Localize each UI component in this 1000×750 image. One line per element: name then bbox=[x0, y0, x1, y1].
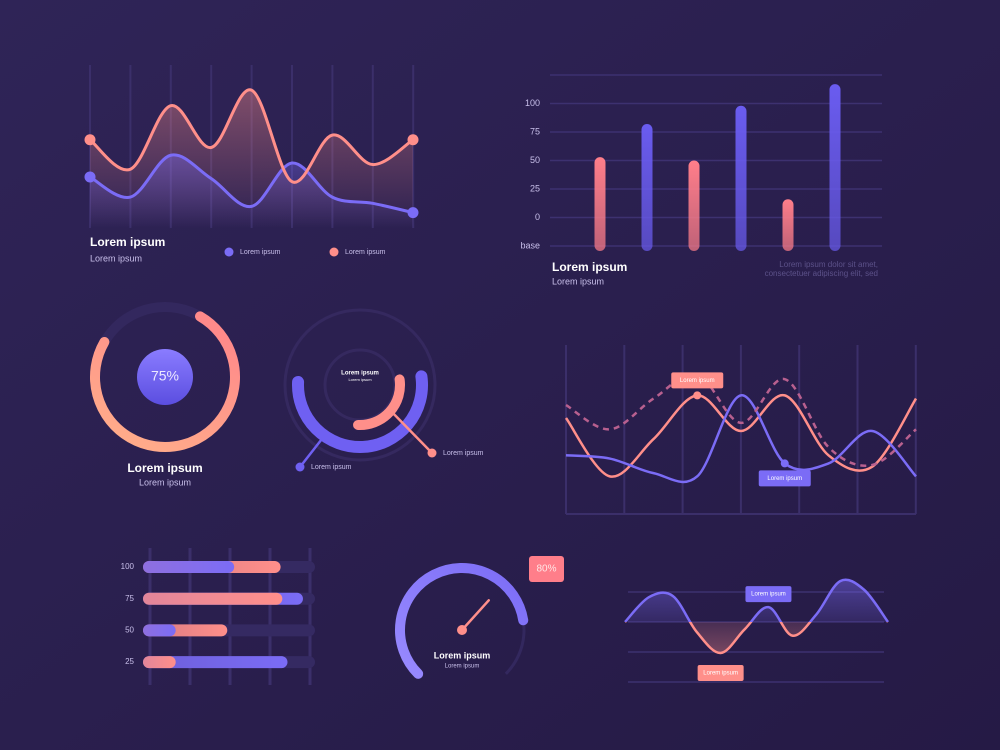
needle-hub bbox=[457, 625, 467, 635]
legend-dot bbox=[224, 247, 234, 257]
bar bbox=[594, 157, 606, 251]
line bbox=[89, 153, 414, 215]
progress-bar bbox=[143, 624, 176, 637]
row-label: 75 bbox=[125, 594, 134, 603]
callout-label: Lorem ipsum bbox=[751, 592, 786, 598]
bar bbox=[688, 160, 700, 251]
callout-box bbox=[758, 470, 811, 487]
chart-title: Lorem ipsum bbox=[90, 235, 165, 249]
y-tick-label: 25 bbox=[530, 183, 540, 193]
bar bbox=[829, 84, 841, 252]
needle bbox=[460, 599, 491, 632]
bar bbox=[641, 124, 653, 251]
callout-pointer bbox=[716, 665, 725, 669]
chart-title: Lorem ipsum bbox=[552, 260, 627, 274]
chart-subtitle: Lorem ipsum bbox=[445, 664, 480, 670]
row-label: 50 bbox=[125, 626, 134, 635]
value-label: 75% bbox=[151, 368, 179, 384]
row-label: 100 bbox=[121, 562, 135, 571]
annotation: consectetuer adipiscing elit, sed bbox=[765, 269, 878, 278]
y-tick-label: base bbox=[520, 240, 540, 250]
callout-pointer bbox=[764, 598, 773, 603]
center-title: Lorem ipsum bbox=[341, 371, 379, 377]
chart-subtitle: Lorem ipsum bbox=[139, 477, 191, 487]
legend-label: Lorem ipsum bbox=[311, 464, 352, 471]
y-tick-label: 0 bbox=[535, 212, 540, 222]
end-dot bbox=[84, 134, 96, 146]
legend-label: Lorem ipsum bbox=[240, 249, 281, 256]
y-tick-label: 75 bbox=[530, 126, 540, 136]
chart-subtitle: Lorem ipsum bbox=[90, 253, 142, 263]
callout-label: Lorem ipsum bbox=[703, 671, 738, 677]
callout-box bbox=[745, 586, 792, 603]
progress-bar bbox=[143, 592, 283, 605]
progress-bar bbox=[143, 656, 176, 669]
leader-dot bbox=[427, 448, 437, 458]
leader-dot bbox=[295, 462, 305, 472]
donut-center bbox=[137, 349, 193, 405]
progress-bar bbox=[143, 656, 288, 669]
callout-box bbox=[671, 372, 724, 389]
value-label: 80% bbox=[536, 564, 556, 575]
callout-dot bbox=[780, 459, 789, 468]
row-label: 25 bbox=[125, 657, 134, 666]
radial-arc bbox=[292, 370, 428, 453]
callout-label: Lorem ipsum bbox=[680, 378, 715, 384]
bar bbox=[735, 105, 747, 251]
chart-title: Lorem ipsum bbox=[127, 461, 202, 475]
gauge-arc bbox=[395, 563, 529, 679]
donut-arc bbox=[90, 311, 240, 452]
progress-bar bbox=[143, 561, 235, 573]
y-tick-label: 50 bbox=[530, 155, 540, 165]
chart-title: Lorem ipsum bbox=[434, 650, 491, 660]
y-tick-label: 100 bbox=[525, 98, 540, 108]
callout-dot bbox=[693, 391, 702, 400]
leader-line bbox=[389, 409, 433, 454]
center-subtitle: Lorem ipsum bbox=[348, 377, 372, 382]
chart-subtitle: Lorem ipsum bbox=[552, 276, 604, 286]
end-dot bbox=[407, 134, 419, 146]
callout-box bbox=[697, 665, 744, 681]
legend-label: Lorem ipsum bbox=[345, 249, 386, 256]
ring bbox=[283, 308, 437, 462]
line bbox=[565, 394, 917, 484]
value-badge bbox=[529, 556, 564, 582]
bar bbox=[782, 199, 794, 251]
line bbox=[88, 88, 414, 184]
legend-label: Lorem ipsum bbox=[443, 450, 484, 457]
end-dot bbox=[84, 171, 96, 183]
legend-dot bbox=[329, 247, 339, 257]
end-dot bbox=[407, 207, 419, 219]
wave-line bbox=[624, 578, 890, 655]
area bbox=[90, 154, 413, 228]
annotation: Lorem ipsum dolor sit amet, bbox=[779, 260, 878, 269]
callout-label: Lorem ipsum bbox=[767, 476, 802, 482]
radial-arc bbox=[353, 374, 405, 430]
leader-line bbox=[299, 435, 326, 468]
ring bbox=[323, 348, 397, 422]
line bbox=[565, 372, 917, 467]
line bbox=[564, 394, 918, 478]
